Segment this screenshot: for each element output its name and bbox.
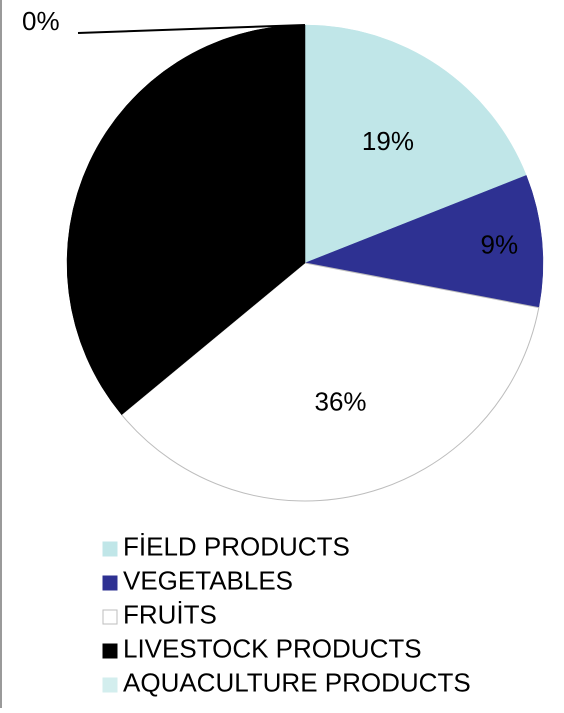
pie-slice-fi-eld-products bbox=[304, 24, 527, 264]
legend: FİELD PRODUCTS VEGETABLES FRUİTS LIVESTOCK … bbox=[102, 532, 471, 698]
legend-item-fi-eld-products: FİELD PRODUCTS bbox=[102, 532, 350, 562]
legend-item-vegetables: VEGETABLES bbox=[102, 566, 293, 596]
legend-item-livestock-products: LIVESTOCK PRODUCTS bbox=[102, 634, 422, 664]
pie-slice-vegetables bbox=[304, 175, 544, 308]
data-label-aquaculture-products: 0% bbox=[22, 6, 60, 36]
legend-item-frui-ts: FRUİTS bbox=[102, 600, 217, 630]
legend-swatch-frui-ts bbox=[102, 609, 118, 625]
left-border-line bbox=[0, 0, 2, 708]
data-label-frui-ts: 36% bbox=[314, 386, 366, 416]
legend-label-vegetables: VEGETABLES bbox=[123, 566, 293, 596]
legend-swatch-fi-eld-products bbox=[102, 541, 118, 557]
legend-label-fi-eld-products: FİELD PRODUCTS bbox=[123, 532, 350, 562]
legend-swatch-aquaculture-products bbox=[102, 677, 118, 693]
pie-slice-frui-ts bbox=[120, 262, 540, 502]
data-labels: 19% 9% 36% 0% bbox=[22, 6, 518, 416]
legend-label-aquaculture-products: AQUACULTURE PRODUCTS bbox=[123, 668, 471, 698]
pie-slice-livestock-products bbox=[66, 24, 306, 416]
legend-item-aquaculture-products: AQUACULTURE PRODUCTS bbox=[102, 668, 471, 698]
leader-line-aquaculture-products bbox=[77, 24, 306, 34]
legend-swatch-livestock-products bbox=[102, 643, 118, 659]
legend-label-livestock-products: LIVESTOCK PRODUCTS bbox=[123, 634, 422, 664]
data-label-fi-eld-products: 19% bbox=[362, 126, 414, 156]
legend-label-frui-ts: FRUİTS bbox=[123, 600, 217, 630]
legend-swatch-vegetables bbox=[102, 575, 118, 591]
pie-slices bbox=[66, 24, 544, 502]
data-label-vegetables: 9% bbox=[481, 230, 519, 260]
